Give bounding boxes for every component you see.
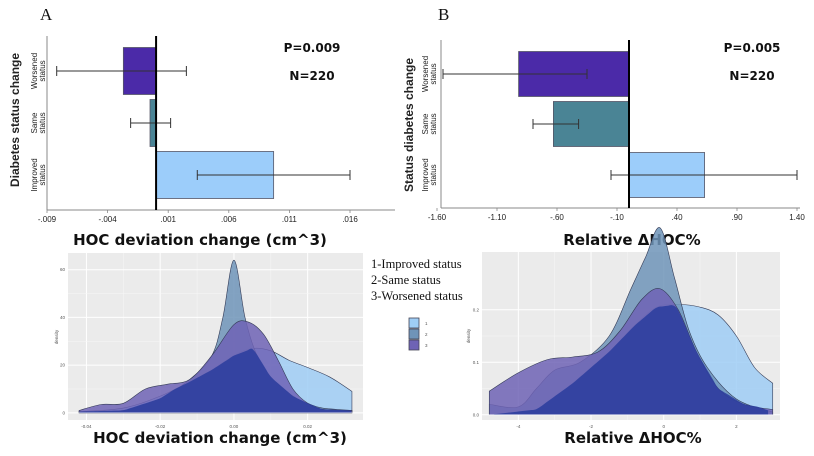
- x-axis-title: HOC deviation change (cm^3): [73, 231, 327, 249]
- category-label: Worsenedstatus: [421, 56, 438, 92]
- legend-swatch-2: [408, 328, 420, 340]
- y-axis-title: density: [54, 329, 59, 344]
- density-overlap-area: [79, 348, 352, 413]
- legend-label-2: 2: [425, 332, 428, 337]
- x-tick-label: 0.00: [230, 424, 239, 429]
- x-tick-label: .006: [221, 215, 237, 224]
- x-tick-label: -0.02: [155, 424, 166, 429]
- x-tick-label: -2: [589, 424, 593, 429]
- n-value: N=220: [729, 69, 774, 83]
- x-tick-label: 2: [735, 424, 738, 429]
- panel-label-a: A: [40, 5, 53, 24]
- x-tick-label: -.004: [98, 215, 117, 224]
- x-tick-label: -1.60: [428, 213, 447, 222]
- density-chart-right: density Relative ΔHOC% -4 -2 0 2 0.0 0.1 0.2: [466, 227, 780, 447]
- x-tick-label: .016: [342, 215, 358, 224]
- category-label: Samestatus: [421, 113, 438, 135]
- x-tick-label: -0.04: [81, 424, 92, 429]
- density-chart-left: density HOC deviation change (cm^3) -0.0…: [54, 253, 363, 447]
- x-tick-label: .40: [671, 213, 683, 222]
- y-tick-label: 60: [60, 267, 66, 272]
- y-tick-label: 0.2: [473, 307, 480, 312]
- legend-text-worsened: 3-Worsened status: [371, 289, 463, 303]
- legend-label-3: 3: [425, 343, 428, 348]
- y-axis-title: density: [466, 328, 471, 343]
- y-tick-label: 20: [60, 363, 66, 368]
- legend-text-improved: 1-Improved status: [371, 257, 462, 271]
- category-label: Improvedstatus: [421, 158, 438, 191]
- category-label: Samestatus: [30, 112, 47, 134]
- x-tick-label: 1.40: [789, 213, 805, 222]
- n-value: N=220: [289, 69, 334, 83]
- category-label: Improvedstatus: [30, 158, 47, 191]
- p-value: P=0.005: [724, 41, 781, 55]
- x-tick-label: .011: [282, 215, 298, 224]
- legend-text-same: 2-Same status: [371, 273, 441, 287]
- y-tick-label: 0.1: [473, 360, 480, 365]
- x-axis-title: HOC deviation change (cm^3): [93, 429, 347, 447]
- x-tick-label: -.009: [38, 215, 57, 224]
- y-tick-label: 0: [62, 410, 65, 415]
- y-axis-title: Status diabetes change: [402, 58, 416, 192]
- bar-chart-b: Status diabetes change Relative ΔHOC% P=…: [402, 40, 805, 249]
- category-label: Worsenedstatus: [30, 53, 47, 89]
- x-axis-title: Relative ΔHOC%: [564, 429, 701, 447]
- legend: 1-Improved status 2-Same status 3-Worsen…: [371, 257, 463, 351]
- bar-chart-a: Diabetes status change HOC deviation cha…: [8, 36, 395, 249]
- y-tick-label: 40: [60, 315, 66, 320]
- legend-swatch-1: [408, 317, 420, 329]
- x-tick-label: .90: [731, 213, 743, 222]
- p-value: P=0.009: [284, 41, 341, 55]
- x-tick-label: -4: [516, 424, 520, 429]
- x-tick-label: 0.02: [303, 424, 312, 429]
- x-tick-label: -.10: [610, 213, 624, 222]
- x-tick-label: -.60: [550, 213, 564, 222]
- x-tick-label: -1.10: [488, 213, 507, 222]
- density-overlap-area: [493, 305, 769, 415]
- y-tick-label: 0.0: [473, 412, 480, 417]
- x-axis-title: Relative ΔHOC%: [563, 231, 700, 249]
- legend-label-1: 1: [425, 321, 428, 326]
- panel-label-b: B: [438, 5, 449, 24]
- legend-swatch-3: [408, 339, 420, 351]
- x-tick-label: .001: [160, 215, 176, 224]
- x-tick-label: 0: [662, 424, 665, 429]
- y-axis-title: Diabetes status change: [8, 53, 22, 187]
